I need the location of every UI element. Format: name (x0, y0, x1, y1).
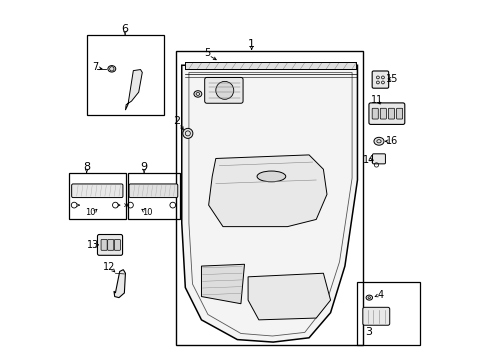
Bar (69, 173, 126, 220)
Polygon shape (114, 270, 125, 298)
Text: 13: 13 (87, 239, 99, 249)
FancyBboxPatch shape (362, 307, 389, 325)
FancyBboxPatch shape (204, 77, 243, 103)
FancyBboxPatch shape (101, 239, 107, 250)
Polygon shape (185, 62, 355, 69)
Bar (86, 35, 163, 116)
Polygon shape (201, 264, 244, 304)
FancyBboxPatch shape (368, 103, 404, 125)
Text: 2: 2 (173, 116, 180, 126)
FancyBboxPatch shape (372, 154, 385, 164)
Text: 9: 9 (140, 162, 147, 172)
Text: 15: 15 (385, 74, 398, 84)
FancyBboxPatch shape (107, 239, 114, 250)
FancyBboxPatch shape (396, 108, 402, 119)
Text: 8: 8 (83, 162, 90, 172)
FancyBboxPatch shape (72, 184, 122, 198)
Polygon shape (247, 273, 330, 320)
FancyBboxPatch shape (371, 108, 378, 119)
FancyBboxPatch shape (114, 239, 120, 250)
Ellipse shape (373, 137, 383, 145)
Text: 7: 7 (92, 62, 98, 72)
Text: 5: 5 (203, 48, 209, 58)
Ellipse shape (257, 171, 285, 182)
FancyBboxPatch shape (97, 234, 122, 255)
Circle shape (215, 81, 233, 99)
FancyBboxPatch shape (387, 108, 394, 119)
FancyBboxPatch shape (380, 108, 386, 119)
FancyBboxPatch shape (371, 71, 388, 88)
Text: 4: 4 (377, 291, 383, 301)
Text: 1: 1 (248, 39, 255, 49)
Bar (357, 282, 419, 345)
Text: 11: 11 (370, 95, 383, 105)
Ellipse shape (366, 295, 372, 300)
Ellipse shape (108, 66, 116, 72)
Polygon shape (208, 155, 326, 226)
Circle shape (183, 129, 192, 138)
Text: 10: 10 (142, 208, 153, 217)
Text: 14: 14 (362, 154, 374, 165)
Text: 12: 12 (102, 262, 115, 272)
Bar (128, 173, 180, 220)
Text: 6: 6 (122, 24, 128, 35)
Ellipse shape (194, 91, 202, 97)
Polygon shape (125, 69, 142, 110)
Text: 10: 10 (85, 208, 95, 217)
Polygon shape (182, 65, 357, 342)
FancyBboxPatch shape (129, 184, 178, 198)
Bar (176, 51, 362, 345)
Text: 16: 16 (386, 136, 398, 146)
Text: 3: 3 (365, 327, 372, 337)
